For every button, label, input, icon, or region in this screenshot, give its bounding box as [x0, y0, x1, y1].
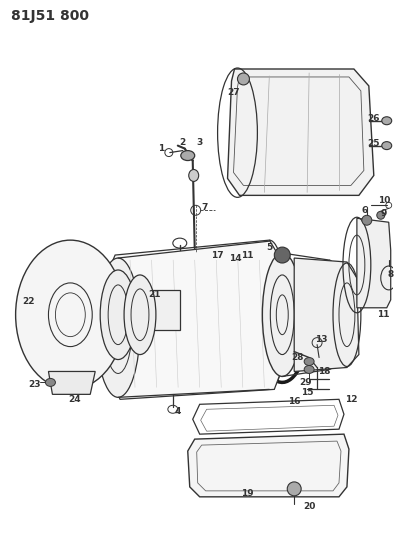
Text: 9: 9 — [381, 209, 387, 218]
Text: 16: 16 — [288, 397, 301, 406]
Text: 21: 21 — [149, 290, 161, 300]
Ellipse shape — [181, 151, 195, 160]
Text: 4: 4 — [175, 407, 181, 416]
Polygon shape — [188, 434, 349, 497]
Text: 5: 5 — [266, 243, 273, 252]
Text: 11: 11 — [241, 251, 254, 260]
Text: 3: 3 — [197, 138, 203, 147]
Text: 2: 2 — [180, 138, 186, 147]
Ellipse shape — [377, 211, 385, 219]
Ellipse shape — [304, 358, 314, 366]
Text: 26: 26 — [368, 114, 380, 123]
Polygon shape — [357, 218, 391, 308]
Text: 15: 15 — [301, 388, 313, 397]
Text: 20: 20 — [303, 502, 315, 511]
Text: 19: 19 — [241, 489, 254, 498]
Text: 8: 8 — [388, 270, 394, 279]
Ellipse shape — [382, 142, 392, 150]
Polygon shape — [294, 258, 359, 372]
Ellipse shape — [304, 366, 314, 374]
Ellipse shape — [100, 270, 136, 360]
Text: 22: 22 — [22, 297, 35, 306]
Text: 12: 12 — [345, 395, 357, 404]
Ellipse shape — [124, 275, 156, 354]
Ellipse shape — [16, 240, 125, 390]
Text: 10: 10 — [377, 196, 390, 205]
Text: 29: 29 — [299, 378, 312, 387]
Bar — [148, 290, 180, 330]
Ellipse shape — [287, 482, 301, 496]
Text: 17: 17 — [211, 251, 224, 260]
Text: 24: 24 — [68, 395, 81, 404]
Ellipse shape — [189, 169, 199, 181]
Text: 81J51 800: 81J51 800 — [11, 9, 89, 23]
Text: 14: 14 — [229, 254, 242, 263]
Ellipse shape — [262, 253, 302, 376]
Ellipse shape — [382, 117, 392, 125]
Text: 11: 11 — [377, 310, 390, 319]
Ellipse shape — [274, 247, 290, 263]
Text: 25: 25 — [368, 139, 380, 148]
Text: 28: 28 — [291, 353, 303, 362]
Text: 18: 18 — [318, 367, 330, 376]
Text: 6: 6 — [362, 206, 368, 215]
Ellipse shape — [238, 73, 249, 85]
Ellipse shape — [96, 258, 140, 397]
Polygon shape — [48, 372, 95, 394]
Text: 27: 27 — [227, 88, 240, 98]
Text: 7: 7 — [201, 203, 208, 212]
Text: 23: 23 — [28, 380, 41, 389]
Text: 13: 13 — [315, 335, 327, 344]
Polygon shape — [228, 69, 374, 196]
Text: 1: 1 — [158, 144, 164, 153]
Ellipse shape — [362, 215, 372, 225]
Ellipse shape — [45, 378, 56, 386]
Polygon shape — [100, 240, 289, 399]
